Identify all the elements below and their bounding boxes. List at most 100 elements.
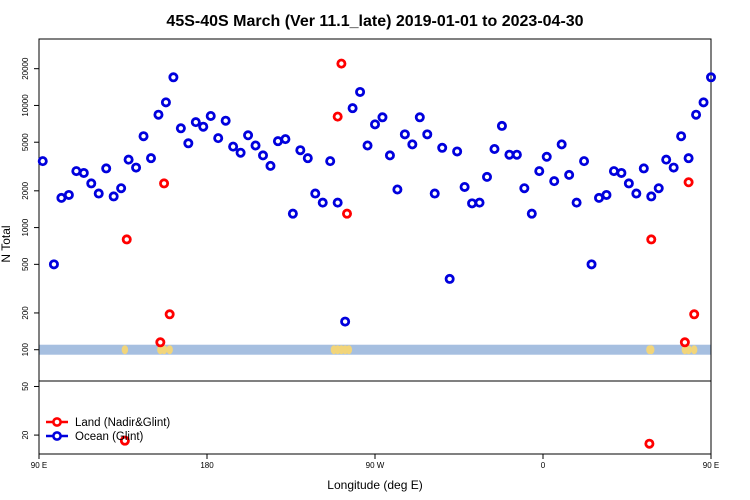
land-point — [164, 309, 175, 320]
ocean-point — [661, 154, 672, 165]
y-tick-label: 100 — [21, 342, 30, 356]
ocean-point — [422, 129, 433, 140]
ocean-point — [160, 97, 171, 108]
ocean-point — [526, 208, 537, 219]
ocean-point — [183, 138, 194, 149]
legend-label: Land (Nadir&Glint) — [75, 417, 170, 429]
ocean-point — [48, 259, 59, 270]
ocean-point — [265, 160, 276, 171]
x-tick-label: 0 — [541, 461, 546, 470]
ocean-point — [332, 197, 343, 208]
ocean-point — [481, 171, 492, 182]
land-point — [683, 177, 694, 188]
ocean-point — [93, 188, 104, 199]
ocean-point — [295, 145, 306, 156]
ocean-point — [556, 139, 567, 150]
x-axis-label: Longitude (deg E) — [327, 478, 422, 492]
ocean-point — [541, 151, 552, 162]
ocean-point — [131, 162, 142, 173]
land-point — [119, 435, 130, 446]
ocean-point — [228, 141, 239, 152]
ocean-point — [653, 183, 664, 194]
legend-marker — [52, 417, 62, 427]
ocean-point — [213, 133, 224, 144]
ocean-point — [123, 154, 134, 165]
ocean-point — [362, 140, 373, 151]
y-tick-label: 20 — [21, 430, 30, 439]
ocean-point — [205, 110, 216, 121]
ocean-point — [220, 115, 231, 126]
y-tick-label: 50 — [21, 381, 30, 390]
ocean-point — [310, 188, 321, 199]
legend-label: Ocean (Glint) — [75, 431, 144, 443]
land-point — [121, 234, 132, 245]
ocean-point — [145, 153, 156, 164]
reference-band — [39, 344, 711, 355]
ocean-point — [175, 123, 186, 134]
ocean-point — [116, 183, 127, 194]
ocean-point — [496, 120, 507, 131]
x-tick-label: 90 W — [366, 461, 385, 470]
ocean-point — [63, 189, 74, 200]
ocean-point — [168, 72, 179, 83]
ocean-point — [459, 181, 470, 192]
land-point — [155, 337, 166, 348]
ocean-point — [138, 131, 149, 142]
ocean-point — [78, 167, 89, 178]
ocean-point — [86, 178, 97, 189]
ocean-point — [108, 191, 119, 202]
ocean-point — [369, 119, 380, 130]
ocean-point — [392, 184, 403, 195]
ocean-point — [325, 156, 336, 167]
ocean-point — [631, 188, 642, 199]
land-flag-mark — [121, 345, 129, 355]
ocean-point — [280, 134, 291, 145]
plot-frame — [38, 38, 712, 455]
ocean-point — [355, 86, 366, 97]
ocean-point — [153, 109, 164, 120]
ocean-point — [384, 150, 395, 161]
y-tick-label: 500 — [21, 257, 30, 271]
ocean-point — [519, 183, 530, 194]
land-point — [336, 58, 347, 69]
land-point — [332, 111, 343, 122]
plot-area: 20 50 100 200 500 1000 2000 5000 10000 20000 90 E 1… — [21, 38, 719, 470]
ocean-point — [377, 112, 388, 123]
ocean-point — [549, 176, 560, 187]
ocean-point — [257, 150, 268, 161]
ocean-point — [452, 146, 463, 157]
ocean-point — [511, 149, 522, 160]
ocean-point — [564, 169, 575, 180]
legend-marker — [52, 431, 62, 441]
x-tick-label: 90 E — [31, 461, 47, 470]
ocean-point — [646, 191, 657, 202]
land-flag-mark — [691, 345, 698, 355]
y-tick-label: 1000 — [21, 218, 30, 236]
ocean-point — [534, 166, 545, 177]
land-flag-mark — [685, 345, 692, 355]
x-tick-label: 90 E — [703, 461, 719, 470]
ocean-point — [235, 147, 246, 158]
ocean-point — [407, 139, 418, 150]
ocean-point — [601, 189, 612, 200]
ocean-point — [399, 129, 410, 140]
ocean-point — [101, 163, 112, 174]
ocean-point — [676, 131, 687, 142]
ocean-point — [474, 197, 485, 208]
ocean-point — [638, 163, 649, 174]
ocean-point — [250, 140, 261, 151]
ocean-point — [37, 156, 48, 167]
ocean-point — [437, 142, 448, 153]
ocean-point — [414, 112, 425, 123]
ocean-point — [489, 143, 500, 154]
ocean-point — [706, 72, 717, 83]
land-point — [341, 208, 352, 219]
land-flag-mark — [648, 345, 655, 355]
land-point — [679, 337, 690, 348]
ocean-point — [586, 259, 597, 270]
land-point — [644, 438, 655, 449]
ocean-point — [698, 97, 709, 108]
ocean-point — [317, 197, 328, 208]
ocean-point — [198, 121, 209, 132]
